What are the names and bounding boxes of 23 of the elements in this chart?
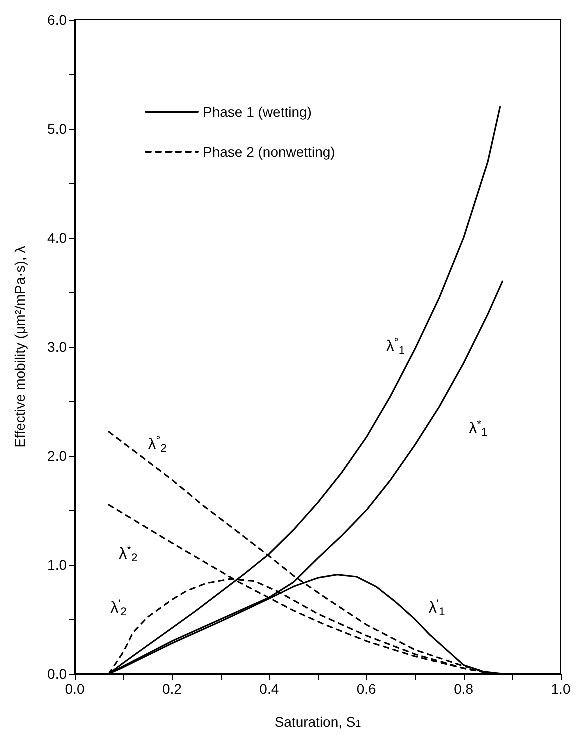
x-tick-label: 0.2 [162,681,182,697]
legend-label: Phase 2 (nonwetting) [203,144,336,160]
annotation: λ*1 [469,418,488,439]
x-tick-label: 0.0 [65,681,85,697]
y-tick-label: 1.0 [48,557,68,573]
annotation: λ°2 [148,435,167,456]
annotation: λ'1 [428,598,446,619]
y-tick-label: 3.0 [48,339,68,355]
y-tick-label: 0.0 [48,666,68,682]
annotation: λ'2 [110,598,127,619]
x-tick-label: 0.4 [260,681,280,697]
y-tick-label: 4.0 [48,230,68,246]
annotation: λ°1 [386,337,406,357]
legend-label: Phase 1 (wetting) [203,104,312,120]
y-tick-label: 5.0 [48,121,68,137]
x-tick-label: 0.6 [356,681,377,697]
x-tick-label: 0.8 [454,681,474,697]
x-tick-label: 1.0 [551,681,571,697]
y-tick-label: 6.0 [48,12,68,28]
x-axis-title: Saturation, S1 [274,714,362,730]
y-axis-title: Effective mobility (μm²/mPa·s), λ [12,246,28,448]
annotation: λ*2 [119,544,138,564]
y-tick-label: 2.0 [48,448,68,464]
